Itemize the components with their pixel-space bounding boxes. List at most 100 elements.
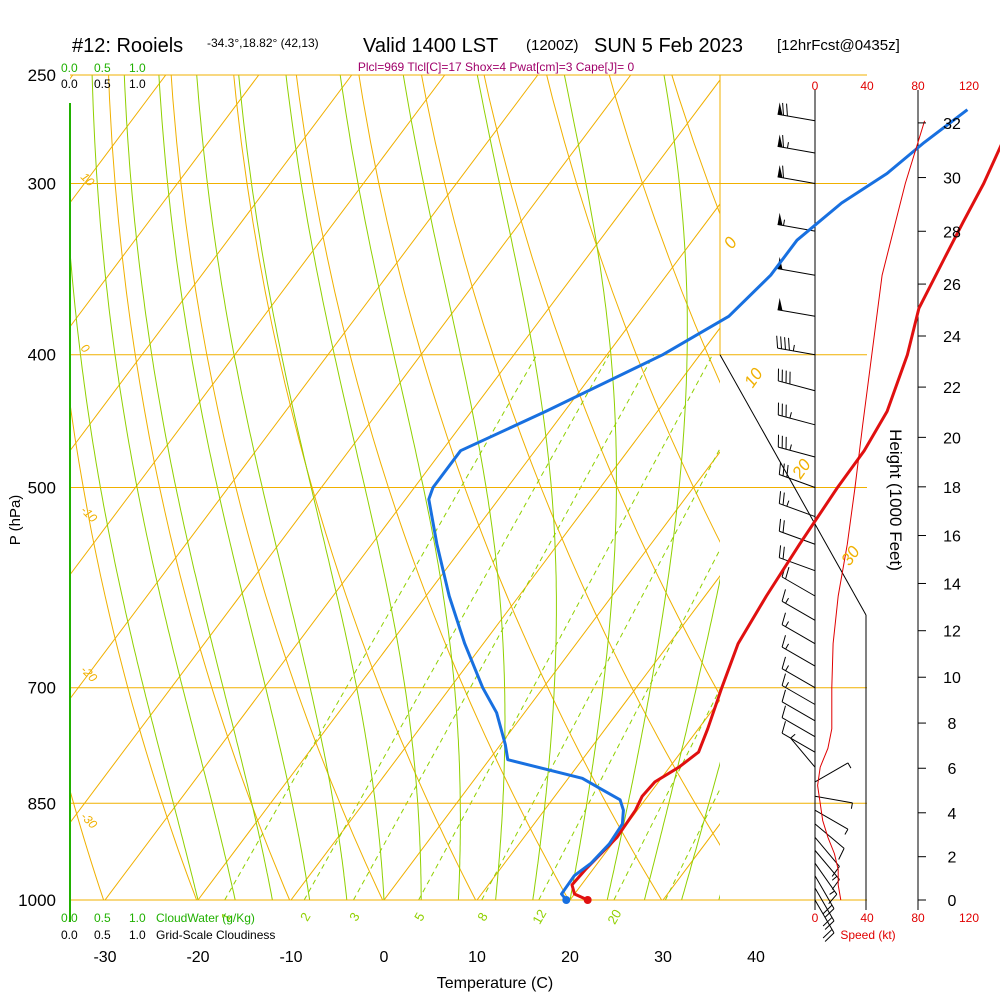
wind-barb-flag: [784, 337, 786, 350]
wind-barb: [814, 762, 852, 783]
hodograph-diag: [719, 354, 867, 616]
height-tick-label: 22: [943, 380, 961, 397]
pressure-tick-label: 500: [28, 479, 56, 498]
wind-barb-flag: [780, 336, 783, 349]
temperature-trace-surface-point: [583, 896, 592, 904]
moist-adiabat-line: [643, 577, 720, 900]
wind-barb-halfflag: [785, 621, 789, 627]
speed-trace: [817, 120, 926, 901]
wind-barb-halfflag: [785, 597, 789, 604]
wind-barb: [781, 705, 816, 738]
dry-adiabat-line: [233, 75, 477, 900]
speed-scale: 0 40 80 120 0 40 80 120 Speed (kt): [812, 79, 980, 942]
cloudwater-top-tick: 0.5: [94, 61, 111, 75]
background-grid: [69, 51, 1000, 922]
moist-adiabat-line: [70, 245, 199, 900]
moist-adiabat-label: 0: [720, 233, 741, 252]
wind-barb-flag: [781, 689, 786, 702]
chart-title-valid: Valid 1400 LST: [363, 35, 498, 57]
wind-barb-halfflag: [786, 500, 790, 507]
wind-barb-flag: [778, 462, 782, 475]
chart-title-date: SUN 5 Feb 2023: [594, 35, 743, 57]
wind-barb: [778, 491, 816, 518]
mixing-ratio-line: [538, 548, 720, 900]
cloudwater-bottom-tick: 0.0: [61, 911, 78, 925]
wind-barb-staff: [779, 530, 816, 545]
moist-adiabat-label: 10: [740, 364, 767, 391]
wind-barb-flag: [781, 705, 786, 718]
wind-barb: [778, 545, 816, 572]
wind-barb-flag: [778, 491, 782, 504]
pressure-tick-label: 850: [28, 794, 56, 813]
wind-barb: [814, 862, 838, 904]
dewpoint-trace-surface-point: [562, 896, 571, 904]
wind-barb-flag: [781, 656, 786, 669]
wind-barb-flag: [828, 893, 838, 904]
wind-barb-flag: [782, 463, 785, 476]
mixing-ratio-line: [418, 354, 714, 900]
cloudwater-top-scale: 0.0 0.5 1.0 0.0 0.5 1.0: [61, 61, 146, 91]
wind-barb-halfflag: [790, 733, 796, 739]
wind-barb-flag: [782, 546, 785, 560]
dewpoint-trace: [427, 108, 969, 901]
isotherm-line: [476, 575, 720, 900]
wind-barb-halfflag: [844, 828, 849, 835]
cloudiness-bottom-tick: 1.0: [129, 928, 146, 942]
height-tick-label: 26: [943, 277, 961, 294]
wind-barb-staff: [781, 624, 816, 645]
x-tick-label: -10: [279, 949, 302, 966]
wind-barb-pennant: [777, 297, 783, 311]
wind-barb-flag: [822, 929, 833, 939]
wind-barb-halfflag: [789, 444, 792, 451]
dry-adiabat-line: [170, 75, 384, 900]
wind-barb-flag: [778, 545, 782, 558]
wind-barb-staff: [781, 668, 816, 689]
dry-adiabat-label: -20: [78, 663, 100, 685]
moist-adiabat-line: [681, 761, 720, 900]
wind-barb-halfflag: [847, 762, 852, 769]
moist-adiabat-line: [285, 75, 422, 900]
wind-barb: [814, 850, 840, 890]
speed-top-tick: 120: [959, 79, 979, 93]
cloudwater-bottom-scale: 0.0 0.5 1.0 CloudWater (g/Kg) 0.0 0.5 1.…: [61, 911, 275, 942]
wind-barb: [814, 836, 840, 877]
wind-barb-staff: [777, 113, 816, 122]
wind-barb: [814, 809, 849, 835]
wind-barb: [781, 656, 816, 689]
wind-barb-staff: [777, 145, 816, 154]
wind-barb-flag: [782, 102, 784, 116]
wind-barb-staff: [814, 809, 849, 830]
wind-barb: [778, 518, 816, 545]
height-tick-label: 4: [948, 806, 957, 823]
pressure-tick-label: 300: [28, 175, 56, 194]
mixing-ratio-label: 8: [474, 910, 491, 924]
dry-adiabat-line: [608, 75, 720, 384]
params-line: Plcl=969 Tlcl[C]=17 Shox=4 Pwat[cm]=3 Ca…: [358, 60, 635, 74]
moist-adiabat-line: [339, 75, 461, 900]
height-tick-label: 18: [943, 480, 961, 497]
wind-barb-flag: [838, 848, 845, 860]
wind-barb: [781, 564, 816, 597]
mixing-ratio-line: [613, 687, 720, 900]
wind-barb-staff: [814, 875, 835, 909]
wind-barb-staff: [778, 380, 816, 392]
temperature-trace: [570, 144, 1000, 902]
wind-barb: [776, 335, 816, 356]
dry-adiabat-label: -10: [78, 503, 100, 525]
height-tick-label: 12: [943, 624, 961, 641]
wind-barb-staff: [777, 268, 816, 276]
dry-adiabat-line: [850, 51, 1000, 900]
wind-barb-staff: [781, 600, 816, 621]
wind-barb-halfflag: [786, 142, 789, 149]
moist-adiabat-line: [606, 75, 688, 900]
mixing-ratio-label: 12: [529, 907, 549, 927]
chart-title-location: -34.3°,18.82° (42,13): [207, 36, 319, 50]
mixing-ratio-line: [481, 447, 720, 900]
cloudwater-bottom-label: CloudWater (g/Kg): [156, 911, 255, 925]
wind-barb: [778, 462, 816, 488]
wind-barb-staff: [779, 557, 816, 572]
wind-barb-flag: [778, 518, 782, 532]
height-tick-label: 28: [943, 224, 961, 241]
speed-top-tick: 40: [860, 79, 874, 93]
height-tick-label: 6: [948, 761, 957, 778]
